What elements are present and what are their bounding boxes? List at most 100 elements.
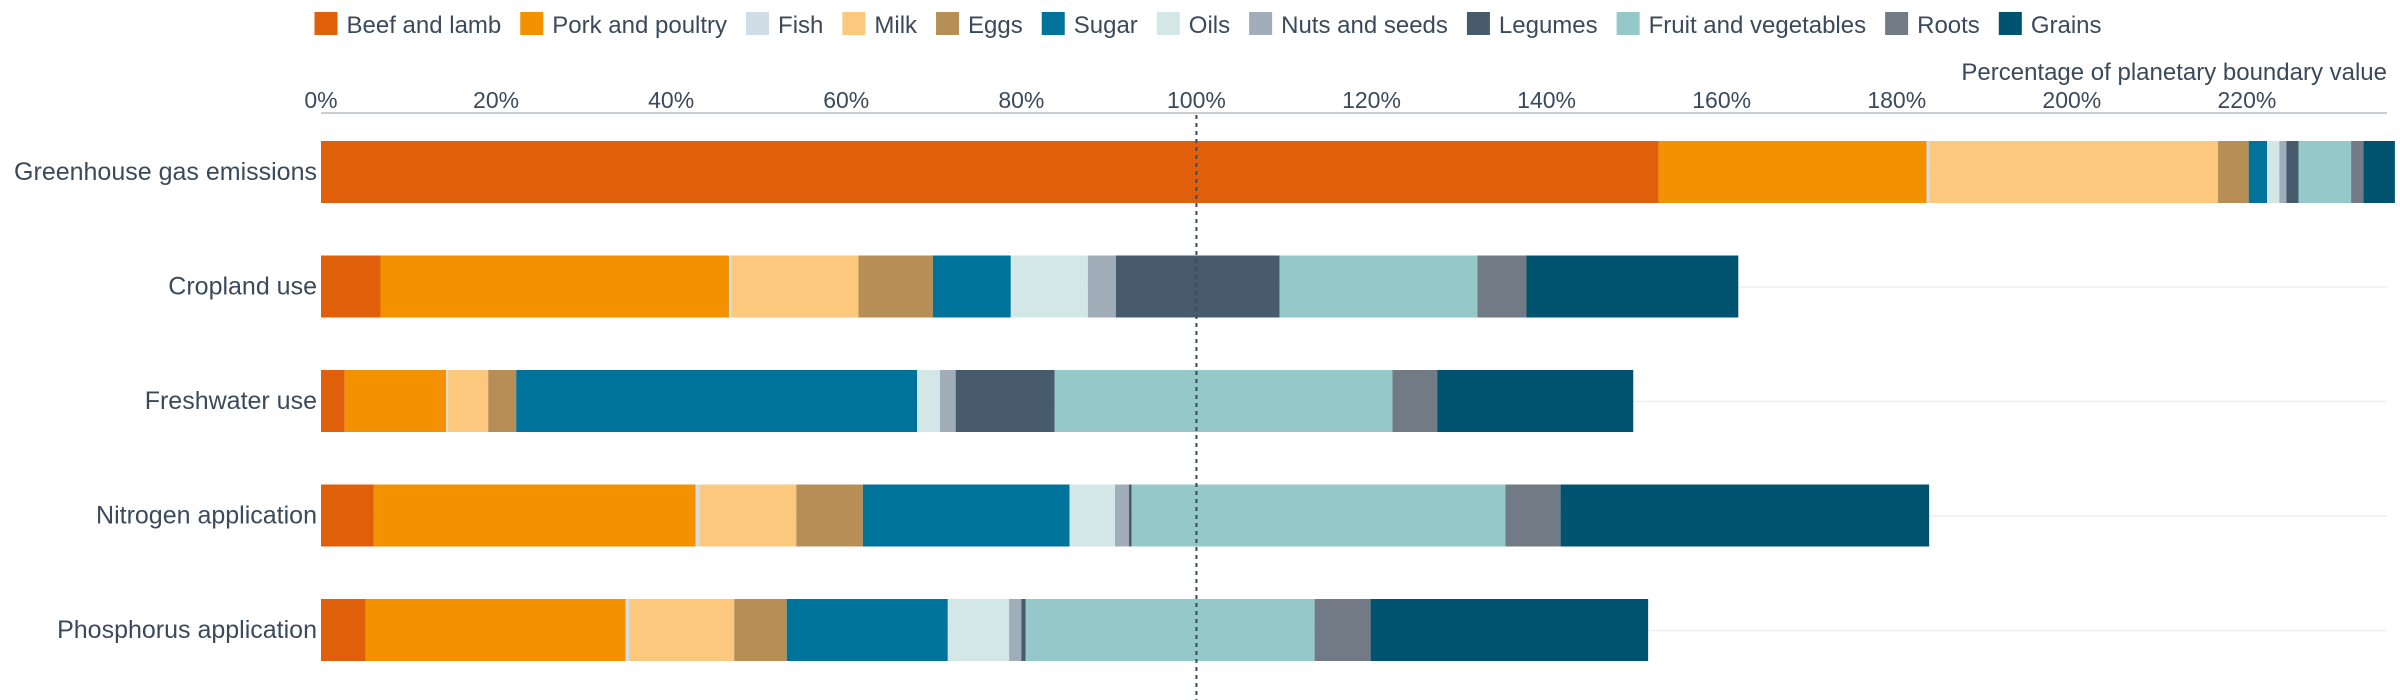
bar-segment-greenhouse-gas-emissions-fish	[1926, 141, 1930, 203]
bar-segment-greenhouse-gas-emissions-milk	[1929, 141, 2219, 203]
bar-segment-freshwater-use-legumes	[955, 370, 1055, 432]
legend-label-grains: Grains	[2031, 12, 2102, 39]
x-tick-label: 60%	[823, 87, 869, 113]
category-label-greenhouse-gas-emissions: Greenhouse gas emissions	[14, 158, 317, 186]
bar-segment-phosphorus-application-eggs	[734, 599, 787, 661]
x-tick-label: 180%	[1867, 87, 1926, 113]
x-tick-label: 80%	[998, 87, 1044, 113]
x-tick-label: 160%	[1692, 87, 1751, 113]
legend-label-nuts-and-seeds: Nuts and seeds	[1281, 12, 1448, 39]
x-tick-label: 200%	[2042, 87, 2101, 113]
bar-segment-cropland-use-nuts-and-seeds	[1087, 255, 1116, 318]
x-tick-label: 220%	[2218, 87, 2277, 113]
bar-segment-greenhouse-gas-emissions-grains	[2363, 141, 2395, 203]
bar-segment-greenhouse-gas-emissions-eggs	[2218, 141, 2249, 203]
category-label-freshwater-use: Freshwater use	[145, 387, 317, 415]
legend-swatch-sugar	[1041, 12, 1065, 35]
bar-segment-phosphorus-application-fish	[625, 599, 630, 661]
bar-segment-freshwater-use-grains	[1437, 370, 1634, 432]
bar-segment-phosphorus-application-sugar	[786, 599, 948, 661]
legend: Beef and lamb Pork and poultry Fish Milk Egg…	[314, 12, 2102, 39]
bar-segment-freshwater-use-fish	[446, 370, 448, 432]
bar-segment-freshwater-use-sugar	[516, 370, 918, 432]
bar-segment-freshwater-use-beef-and-lamb	[321, 370, 345, 432]
legend-label-oils: Oils	[1189, 12, 1230, 39]
bar-segment-greenhouse-gas-emissions-oils	[2267, 141, 2280, 203]
bar-segment-cropland-use-beef-and-lamb	[321, 255, 381, 318]
bar-segment-nitrogen-application-fish	[695, 484, 701, 547]
bar-segment-cropland-use-sugar	[932, 255, 1011, 318]
bar-segment-freshwater-use-milk	[447, 370, 489, 432]
x-tick-label: 120%	[1342, 87, 1401, 113]
bar-segment-greenhouse-gas-emissions-roots	[2351, 141, 2364, 203]
category-label-cropland-use: Cropland use	[168, 273, 317, 301]
x-tick-label: 140%	[1517, 87, 1576, 113]
legend-swatch-eggs	[936, 12, 960, 35]
x-tick-label: 0%	[304, 87, 337, 113]
bar-segment-freshwater-use-nuts-and-seeds	[939, 370, 956, 432]
category-label-phosphorus-application: Phosphorus application	[57, 616, 317, 644]
legend-label-legumes: Legumes	[1499, 12, 1598, 39]
bar-segment-nitrogen-application-eggs	[796, 484, 863, 547]
x-tick-label: 40%	[648, 87, 694, 113]
bar-segment-nitrogen-application-grains	[1560, 484, 1930, 547]
bars	[321, 141, 2395, 661]
bar-segment-cropland-use-legumes	[1115, 255, 1280, 318]
bar-segment-cropland-use-roots	[1477, 255, 1527, 318]
bar-segment-cropland-use-pork-and-poultry	[380, 255, 729, 318]
bar-segment-phosphorus-application-grains	[1370, 599, 1649, 661]
legend-label-fruit-and-vegetables: Fruit and vegetables	[1649, 12, 1866, 39]
legend-label-milk: Milk	[874, 12, 918, 39]
legend-swatch-roots	[1885, 12, 1909, 35]
legend-label-beef-and-lamb: Beef and lamb	[346, 12, 501, 39]
bar-segment-cropland-use-grains	[1526, 255, 1739, 318]
category-label-nitrogen-application: Nitrogen application	[96, 502, 317, 530]
bar-segment-greenhouse-gas-emissions-pork-and-poultry	[1658, 141, 1927, 203]
bar-segment-cropland-use-fruit-and-vegetables	[1279, 255, 1478, 318]
bar-segment-nitrogen-application-roots	[1505, 484, 1561, 547]
legend-label-eggs: Eggs	[968, 12, 1023, 39]
bar-segment-phosphorus-application-beef-and-lamb	[321, 599, 366, 661]
legend-swatch-grains	[1998, 12, 2022, 35]
bar-segment-phosphorus-application-fruit-and-vegetables	[1025, 599, 1315, 661]
bar-segment-nitrogen-application-beef-and-lamb	[321, 484, 374, 547]
legend-swatch-fruit-and-vegetables	[1616, 12, 1640, 35]
bar-segment-greenhouse-gas-emissions-sugar	[2248, 141, 2268, 203]
legend-label-fish: Fish	[778, 12, 823, 39]
legend-label-pork-and-poultry: Pork and poultry	[552, 12, 727, 39]
legend-label-sugar: Sugar	[1074, 12, 1138, 39]
bar-segment-cropland-use-milk	[731, 255, 859, 318]
bar-segment-cropland-use-oils	[1010, 255, 1088, 318]
legend-swatch-beef-and-lamb	[314, 12, 338, 35]
bar-segment-phosphorus-application-roots	[1314, 599, 1371, 661]
bar-segment-phosphorus-application-legumes	[1021, 599, 1026, 661]
legend-swatch-legumes	[1466, 12, 1490, 35]
x-tick-label: 100%	[1167, 87, 1226, 113]
bar-segment-freshwater-use-oils	[917, 370, 940, 432]
bar-segment-phosphorus-application-nuts-and-seeds	[1009, 599, 1022, 661]
legend-swatch-oils	[1156, 12, 1180, 35]
bar-segment-greenhouse-gas-emissions-nuts-and-seeds	[2279, 141, 2287, 203]
x-tick-label: 20%	[473, 87, 519, 113]
bar-segment-nitrogen-application-sugar	[862, 484, 1070, 547]
bar-segment-phosphorus-application-oils	[947, 599, 1010, 661]
bar-segment-nitrogen-application-milk	[700, 484, 797, 547]
legend-swatch-nuts-and-seeds	[1249, 12, 1273, 35]
bar-segment-cropland-use-fish	[728, 255, 732, 318]
bar-segment-nitrogen-application-oils	[1069, 484, 1116, 547]
legend-swatch-pork-and-poultry	[520, 12, 544, 35]
bar-segment-nitrogen-application-pork-and-poultry	[373, 484, 696, 547]
bar-segment-phosphorus-application-milk	[629, 599, 735, 661]
x-axis-title: Percentage of planetary boundary value	[1961, 59, 2387, 86]
bar-segment-cropland-use-eggs	[858, 255, 933, 318]
bar-segment-freshwater-use-eggs	[488, 370, 517, 432]
bar-segment-nitrogen-application-nuts-and-seeds	[1115, 484, 1130, 547]
bar-segment-freshwater-use-roots	[1392, 370, 1438, 432]
category-labels: Greenhouse gas emissions Cropland use Fres…	[14, 158, 317, 644]
legend-swatch-milk	[842, 12, 866, 35]
x-axis: 0% 20% 40% 60% 80% 100% 120% 140% 160% 180% 200% 22…	[304, 87, 2387, 114]
bar-segment-nitrogen-application-fruit-and-vegetables	[1131, 484, 1506, 547]
bar-segment-phosphorus-application-pork-and-poultry	[365, 599, 626, 661]
bar-segment-greenhouse-gas-emissions-beef-and-lamb	[321, 141, 1659, 203]
